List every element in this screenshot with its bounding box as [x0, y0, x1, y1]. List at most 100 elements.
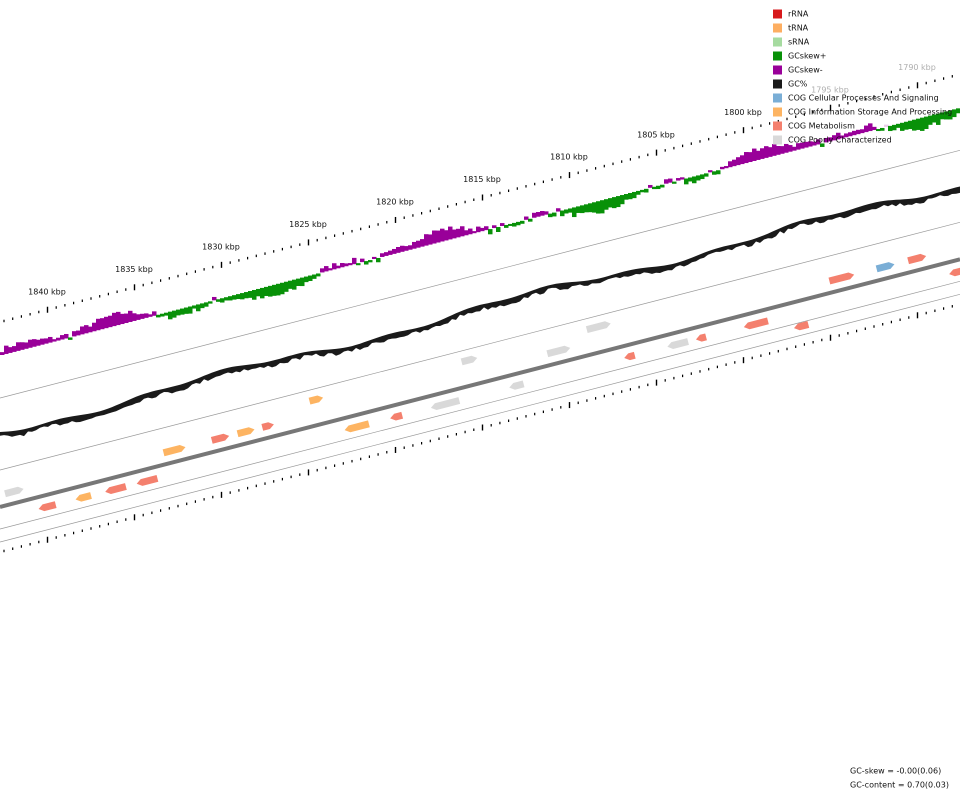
gc-skew-bar: [228, 296, 233, 301]
gc-skew-bar: [852, 130, 857, 136]
gc-skew-bar: [20, 342, 25, 350]
gc-skew-bar: [784, 143, 789, 153]
gc-skew-bar: [272, 284, 277, 296]
feature-arrow: [105, 483, 127, 494]
gc-skew-bar: [592, 202, 597, 213]
legend-label: COG Poorly Characterized: [788, 136, 892, 145]
feature: [162, 445, 186, 457]
gc-skew-bar: [396, 247, 401, 253]
gc-skew-bar: [648, 184, 653, 188]
ruler-label: 1825 kbp: [289, 220, 327, 229]
feature-arrow: [695, 333, 707, 342]
gc-skew-bar: [860, 129, 865, 134]
gc-content: [0, 186, 960, 437]
gc-skew-bar: [0, 352, 5, 355]
legend-label: GC%: [788, 80, 808, 89]
gc-skew-bar: [720, 166, 725, 170]
gc-skew-bar: [556, 208, 561, 212]
gc-skew-bar: [108, 315, 113, 328]
gc-skew-bar: [808, 141, 813, 147]
gc-skew-bar: [240, 293, 245, 300]
gc-skew-bar: [88, 326, 93, 333]
gc-skew-bar: [36, 339, 41, 346]
gc-skew-bar: [728, 161, 733, 168]
gc-skew-bar: [704, 173, 709, 177]
gc-skew-bar: [352, 257, 357, 265]
feature: [743, 317, 769, 330]
gc-skew-bar: [876, 128, 881, 132]
gc-skew-bar: [304, 276, 309, 283]
gc-skew-bar: [772, 144, 777, 156]
gc-skew-bar: [512, 222, 517, 227]
feature: [509, 380, 525, 390]
feature-arrow: [236, 427, 255, 438]
gc-skew-bar: [44, 338, 49, 344]
gc-skew-bar: [736, 157, 741, 166]
gc-skew-bar: [224, 297, 229, 301]
legend-swatch: [773, 51, 782, 61]
gc-skew-bar: [940, 112, 945, 120]
gc-skew-bar: [756, 150, 761, 160]
gc-skew-bar: [864, 125, 869, 133]
ruler-label: 1820 kbp: [376, 198, 414, 207]
legend-label: rRNA: [788, 10, 809, 19]
gc-skew-bar: [80, 326, 85, 335]
gc-skew-bar: [380, 253, 385, 257]
feature-arrow: [546, 345, 571, 358]
gc-skew-bar: [400, 245, 405, 252]
gc-skew-bar: [340, 263, 345, 268]
gc-skew-bar: [288, 280, 293, 289]
feature-arrow: [585, 321, 611, 334]
gc-skew-bar: [136, 314, 141, 320]
legend-swatch: [773, 9, 782, 19]
gc-skew-bar: [344, 263, 349, 267]
gc-skew-bar: [276, 283, 281, 296]
gc-skew-bar: [840, 135, 845, 139]
gc-skew-bar: [244, 292, 249, 299]
gc-skew-bar: [900, 122, 905, 131]
gc-skew-bar: [24, 342, 29, 349]
gc-skew-bar: [92, 322, 97, 332]
gc-skew-bar: [628, 192, 633, 200]
gc-skew-bar: [668, 178, 673, 183]
gc-skew-bar: [64, 333, 69, 339]
gc-skew-bar: [740, 155, 745, 165]
gc-skew-bar: [708, 170, 713, 173]
gc-skew-bar: [812, 141, 817, 146]
legend-swatch: [773, 23, 782, 33]
gc-skew-bar: [328, 268, 333, 271]
gc-skew-bar: [4, 345, 9, 354]
gc-skew-bar: [460, 226, 465, 237]
gc-skew-bar: [320, 268, 325, 273]
gc-skew-bar: [568, 208, 573, 213]
gc-skew-bar: [448, 226, 453, 240]
gc-skew-bar: [764, 146, 769, 158]
gc-skew-bar: [124, 313, 129, 324]
gc-skew-bar: [172, 310, 177, 318]
gc-skew-bar: [828, 137, 833, 142]
gc-skew-bar: [560, 210, 565, 217]
gc-skew-bar: [260, 287, 265, 299]
gc-skew-bar: [220, 298, 225, 303]
ruler-label: 1835 kbp: [115, 265, 153, 274]
gc-skew-bar: [40, 338, 45, 345]
gc-skew-bar: [16, 342, 21, 351]
gc-skew-bar: [924, 116, 929, 130]
feature: [236, 427, 255, 438]
gc-skew-bar: [8, 347, 13, 353]
gc-skew-bar: [532, 212, 537, 218]
gc-skew-bar: [52, 339, 57, 342]
legend-swatch: [773, 107, 782, 117]
gc-skew-bar: [488, 229, 493, 235]
legend-swatch: [773, 121, 782, 131]
legend-swatch: [773, 135, 782, 145]
gc-skew-bar: [144, 313, 149, 318]
gc-skew-bar: [28, 339, 33, 348]
gc-skew-bar: [920, 117, 925, 131]
gc-skew-bar: [56, 337, 61, 341]
footer-stat: GC-skew = -0.00(0.06): [850, 767, 941, 776]
gc-skew-bar: [264, 286, 269, 296]
feature-arrow: [949, 265, 960, 277]
gc-skew-bar: [588, 203, 593, 213]
guide-line: [0, 280, 960, 530]
